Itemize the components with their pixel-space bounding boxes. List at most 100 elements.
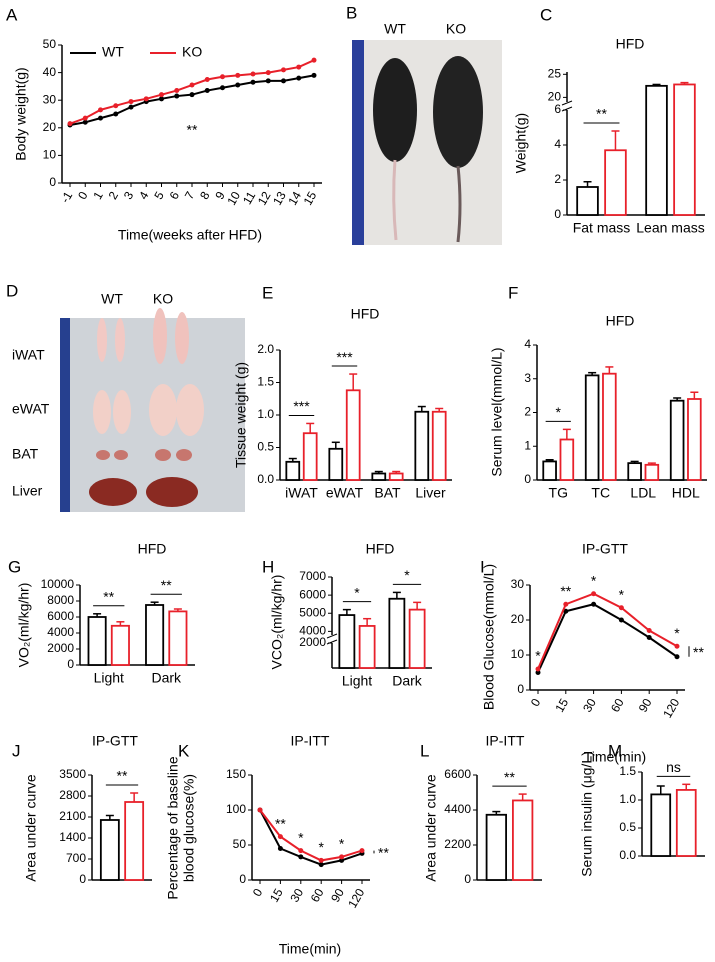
chart-title: HFD [616, 36, 645, 52]
point [250, 79, 256, 85]
point [359, 848, 365, 854]
line [69, 59, 315, 125]
point [265, 78, 271, 84]
y-axis-label: Area under curve [23, 774, 39, 882]
point [318, 862, 324, 868]
tissue [176, 384, 204, 436]
mouse [373, 58, 417, 162]
panel-letter: M [608, 741, 622, 760]
y-tick-label: 3 [524, 371, 531, 385]
y-tick-label: 30 [511, 577, 525, 591]
bar [145, 604, 165, 666]
x-tick-label: 10 [224, 189, 243, 208]
y-tick-label: 0 [524, 472, 531, 486]
x-tick-label: 15 [552, 696, 571, 715]
point [128, 99, 134, 105]
point [591, 591, 597, 597]
y-axis-label: Body weight(g) [13, 67, 29, 160]
tail [392, 159, 398, 241]
x-tick-label: iWAT [285, 485, 318, 501]
x-tick-label: 3 [121, 189, 137, 202]
panel-letter: K [178, 741, 190, 760]
x-axis-label: Time(min) [584, 749, 646, 765]
point [204, 77, 210, 82]
y-tick-label: 25 [548, 66, 562, 80]
y-tick-label: 0.0 [619, 848, 636, 862]
point [674, 654, 680, 660]
y-tick-label: 6 [554, 102, 561, 116]
x-tick-label: Light [94, 670, 124, 686]
bar [388, 472, 404, 481]
bar [328, 447, 344, 481]
axis-break [561, 100, 573, 106]
point [618, 605, 624, 611]
bar [485, 813, 507, 881]
significance: * [404, 567, 410, 583]
y-tick-label: 6000 [299, 587, 326, 601]
panel-letter: D [6, 281, 18, 300]
x-tick-label: 0 [75, 189, 91, 202]
mouse [433, 56, 483, 168]
tissue [149, 384, 177, 436]
x-tick-label: BAT [374, 485, 401, 501]
ruler [60, 318, 70, 512]
point [339, 854, 345, 860]
bar [168, 610, 188, 666]
y-tick-label: 10000 [41, 577, 75, 591]
point [113, 103, 119, 109]
significance: ** [117, 768, 128, 784]
x-axis-label: Time(min) [279, 941, 341, 957]
row-label: Liver [12, 483, 43, 499]
point [277, 846, 283, 851]
bar [602, 372, 617, 481]
group-label: WT [384, 21, 406, 37]
y-tick-label: 0.0 [257, 472, 274, 486]
point [535, 670, 541, 675]
y-tick-label: 0.5 [257, 440, 274, 454]
tissue [113, 390, 131, 434]
y-tick-label: 0 [554, 207, 561, 221]
y-tick-label: 5000 [299, 605, 326, 619]
panel-letter: J [12, 741, 21, 760]
point [204, 88, 210, 94]
point [311, 72, 317, 78]
x-tick-label: 0 [250, 886, 266, 899]
y-tick-label: 1400 [59, 830, 86, 844]
bar [110, 624, 130, 666]
tissue [93, 390, 111, 434]
y-tick-label: 50 [43, 37, 57, 51]
y-tick-label: 2000 [47, 641, 74, 655]
row-label: BAT [12, 446, 39, 462]
significance: ** [596, 106, 607, 122]
significance: * [318, 839, 324, 855]
y-tick-label: 2 [554, 172, 561, 186]
photo-d: D WT KO iWAT eWAT BAT Liver [6, 281, 245, 512]
significance: * [535, 648, 541, 664]
y-tick-label: 2.0 [257, 342, 274, 356]
x-tick-label: eWAT [326, 485, 364, 501]
y-tick-label: 2800 [59, 788, 86, 802]
axis-break [326, 633, 338, 639]
point [250, 71, 256, 77]
y-tick-label: 700 [66, 851, 86, 865]
point [257, 807, 263, 813]
x-tick-label: 12 [255, 189, 274, 208]
y-tick-label: 40 [43, 65, 57, 79]
y-tick-label: 0 [239, 872, 246, 886]
x-tick-label: 90 [636, 696, 655, 715]
x-tick-label: 13 [270, 189, 289, 208]
y-axis-label: Serum insulin (μg/L) [579, 751, 595, 877]
bar [559, 438, 575, 481]
y-tick-label: 150 [226, 767, 246, 781]
point [128, 104, 134, 110]
significance: ** [504, 769, 515, 785]
y-tick-label: 1.5 [257, 375, 274, 389]
significance: * [591, 572, 597, 588]
line [259, 809, 363, 862]
point [339, 857, 345, 863]
tail [456, 165, 462, 243]
y-tick-label: 6600 [444, 767, 471, 781]
bar [627, 462, 642, 481]
point [296, 64, 302, 70]
point [296, 75, 302, 81]
